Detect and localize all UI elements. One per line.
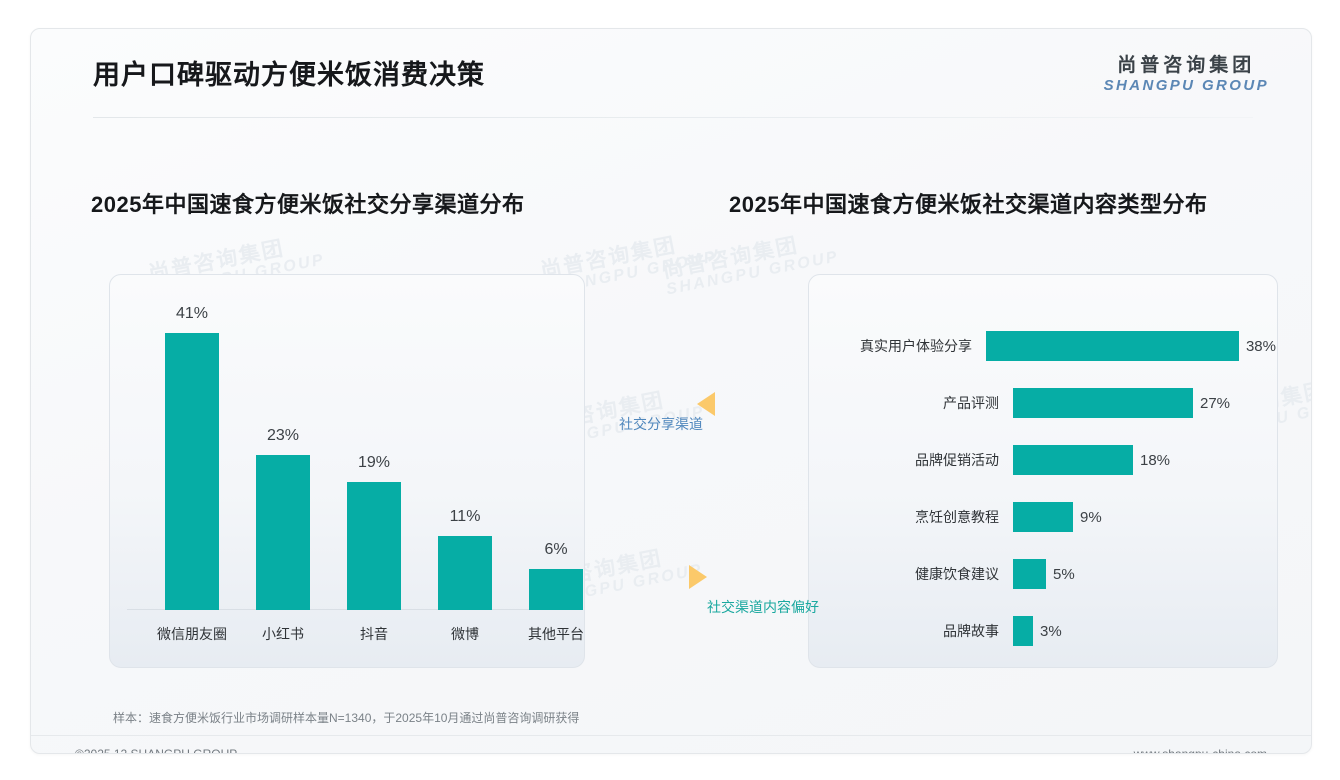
bar-track: 18% [1013, 445, 1276, 475]
column-value: 23% [266, 427, 300, 444]
bar-row[interactable]: 真实用户体验分享 38% [808, 331, 1276, 361]
column-axis-label-slot: 其他平台 [525, 614, 587, 642]
bar-value-label: 38% [1245, 337, 1276, 355]
annotation-label: 社交渠道内容偏好 [707, 599, 819, 615]
annotation-label: 社交分享渠道 [619, 416, 703, 432]
bar-row[interactable]: 烹饪创意教程 9% [808, 502, 1276, 532]
bar-category-label: 品牌故事 [943, 623, 999, 639]
bar-row[interactable]: 健康饮食建议 5% [808, 559, 1276, 589]
bar-row[interactable]: 品牌促销活动 18% [808, 445, 1276, 475]
bar-category-label: 健康饮食建议 [915, 566, 999, 582]
bar-fill[interactable] [1013, 445, 1133, 475]
column-axis-label-slot: 抖音 [343, 614, 405, 642]
bar-fill[interactable] [985, 331, 1239, 361]
header-divider [93, 117, 1253, 118]
chart-baseline [127, 609, 565, 610]
column-axis-label-slot: 微信朋友圈 [157, 614, 227, 642]
logo-english-name: SHANGPU GROUP [1103, 76, 1269, 94]
slide-canvas: 尚普咨询集团 SHANGPU GROUP 尚普咨询集团 SHANGPU GROU… [30, 28, 1312, 754]
column-category-label: 抖音 [360, 626, 388, 642]
bar-value-label: 5% [1053, 565, 1075, 583]
page-title: 用户口碑驱动方便米饭消费决策 [93, 60, 485, 90]
content-type-chart: 真实用户体验分享 38% 产品评测 27% 品牌促销活动 18% [808, 274, 1276, 666]
chart-title-left: 2025年中国速食方便米饭社交分享渠道分布 [91, 192, 525, 217]
column-bar[interactable] [347, 482, 401, 610]
column-category-label: 其他平台 [528, 626, 584, 642]
bar-track: 3% [1013, 616, 1276, 646]
column-bar[interactable] [256, 455, 310, 610]
column-value: 19% [357, 454, 391, 471]
triangle-left-icon [697, 392, 715, 416]
column-value: 11% [449, 508, 481, 525]
column-category-label: 小红书 [262, 626, 304, 642]
bar-fill[interactable] [1013, 559, 1046, 589]
bar-value-label: 18% [1140, 451, 1171, 469]
annotation-social-share-channel: 社交分享渠道 [619, 392, 715, 434]
column-category-label: 微信朋友圈 [157, 626, 227, 642]
column-axis-label-slot: 微博 [434, 614, 496, 642]
bar-value-label: 27% [1200, 394, 1231, 412]
bar-category-label: 品牌促销活动 [915, 452, 999, 468]
bar-row[interactable]: 品牌故事 3% [808, 616, 1276, 646]
website-link[interactable]: www.shangpu-china.com [1133, 747, 1267, 754]
bar-value-label: 3% [1040, 622, 1062, 640]
bar-track: 9% [1013, 502, 1276, 532]
social-share-channel-chart: 41% 23% 19% 11% 6% 微信朋友圈 [109, 274, 584, 666]
bar-fill[interactable] [1013, 502, 1073, 532]
triangle-right-icon [689, 565, 707, 589]
column-bar[interactable] [529, 569, 583, 610]
bar-track: 27% [1013, 388, 1276, 418]
bar-row[interactable]: 产品评测 27% [808, 388, 1276, 418]
column-axis-label-slot: 小红书 [252, 614, 314, 642]
annotation-content-preference: 社交渠道内容偏好 [689, 565, 819, 617]
copyright-text: ©2025.12 SHANGPU GROUP [75, 747, 238, 754]
bar-track: 38% [985, 331, 1276, 361]
footer-divider [31, 735, 1311, 736]
column-category-label: 微博 [451, 626, 479, 642]
bar-track: 5% [1013, 559, 1276, 589]
bar-fill[interactable] [1013, 388, 1193, 418]
chart-title-right: 2025年中国速食方便米饭社交渠道内容类型分布 [729, 192, 1208, 217]
bar-category-label: 烹饪创意教程 [915, 509, 999, 525]
slide-header: 用户口碑驱动方便米饭消费决策 尚普咨询集团 SHANGPU GROUP [31, 29, 1311, 117]
column-value: 41% [175, 305, 209, 322]
column-value: 6% [544, 541, 568, 558]
logo-chinese-name: 尚普咨询集团 [1117, 55, 1256, 76]
source-footnote: 样本：速食方便米饭行业市场调研样本量N=1340，于2025年10月通过尚普咨询… [113, 711, 580, 725]
bar-fill[interactable] [1013, 616, 1033, 646]
brand-logo: 尚普咨询集团 SHANGPU GROUP [1104, 55, 1269, 94]
bar-category-label: 真实用户体验分享 [859, 338, 972, 354]
column-bar[interactable] [165, 333, 219, 610]
bar-category-label: 产品评测 [943, 395, 999, 411]
bar-value-label: 9% [1080, 508, 1102, 526]
column-bar[interactable] [438, 536, 492, 610]
